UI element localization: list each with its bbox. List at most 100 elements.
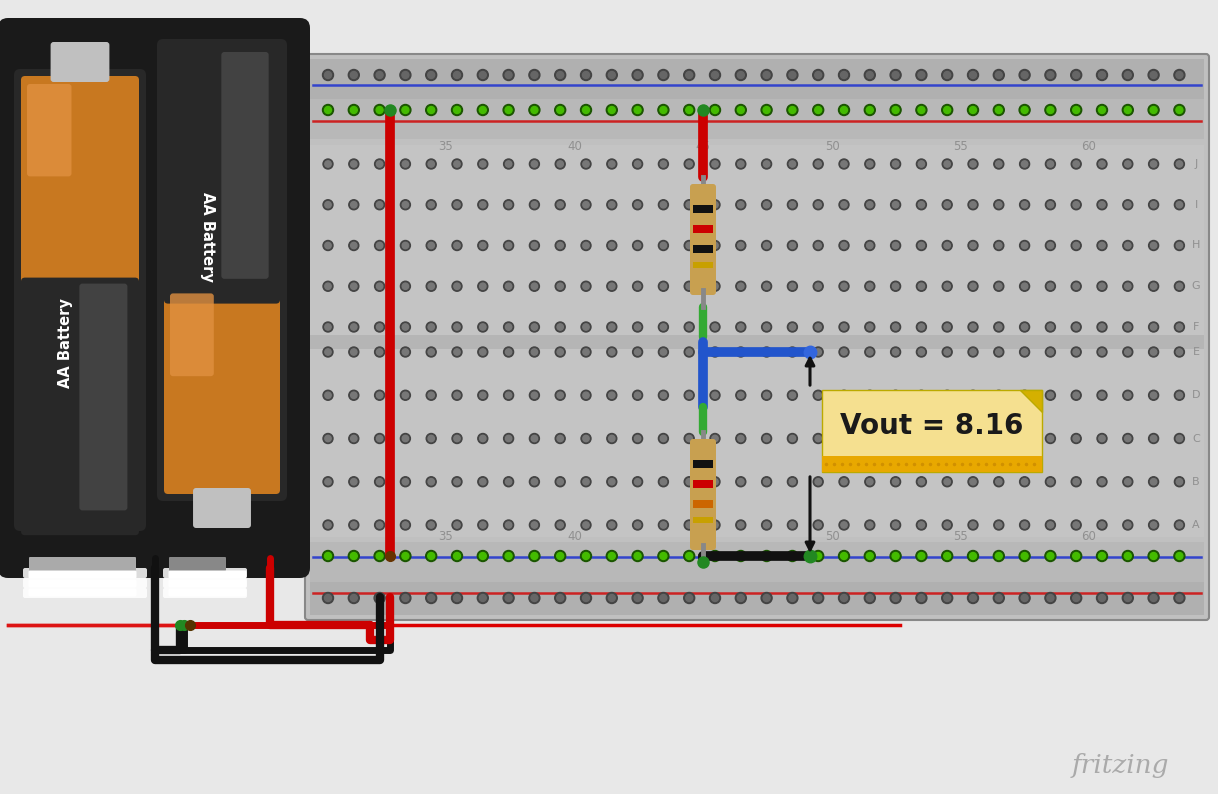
Circle shape [454, 392, 460, 399]
Circle shape [994, 390, 1004, 400]
Circle shape [892, 106, 899, 114]
Circle shape [529, 592, 540, 603]
Circle shape [840, 392, 848, 399]
Circle shape [582, 553, 590, 560]
Bar [693, 245, 713, 253]
Circle shape [1096, 592, 1107, 603]
Circle shape [893, 349, 899, 355]
Circle shape [787, 347, 798, 357]
Circle shape [866, 71, 873, 79]
Circle shape [1073, 553, 1079, 560]
Circle shape [426, 200, 436, 210]
Circle shape [970, 283, 976, 290]
Circle shape [348, 347, 359, 357]
Circle shape [1149, 322, 1158, 332]
Circle shape [1071, 550, 1082, 561]
Circle shape [970, 392, 976, 399]
Circle shape [761, 70, 772, 80]
Circle shape [452, 520, 462, 530]
Circle shape [968, 434, 978, 444]
Circle shape [477, 592, 488, 603]
Circle shape [608, 71, 615, 79]
Circle shape [632, 200, 643, 210]
Circle shape [815, 283, 821, 290]
Circle shape [789, 71, 795, 79]
Circle shape [944, 479, 950, 485]
Circle shape [635, 479, 641, 485]
Circle shape [477, 520, 487, 530]
Circle shape [428, 202, 435, 208]
Circle shape [839, 241, 849, 250]
Circle shape [453, 71, 460, 79]
FancyBboxPatch shape [192, 488, 251, 528]
Circle shape [710, 550, 721, 561]
Circle shape [1045, 70, 1056, 80]
Circle shape [660, 242, 666, 249]
Circle shape [1174, 476, 1184, 487]
Circle shape [1174, 241, 1184, 250]
Circle shape [916, 200, 927, 210]
Circle shape [607, 434, 616, 444]
Circle shape [1122, 70, 1133, 80]
Circle shape [711, 349, 719, 355]
Circle shape [1150, 106, 1157, 114]
Circle shape [944, 324, 950, 330]
Circle shape [761, 550, 772, 561]
Circle shape [815, 435, 821, 441]
Circle shape [970, 71, 977, 79]
Circle shape [1149, 70, 1160, 80]
Circle shape [685, 281, 694, 291]
Circle shape [916, 550, 927, 561]
Circle shape [968, 322, 978, 332]
Circle shape [376, 242, 382, 249]
Circle shape [890, 281, 900, 291]
Circle shape [454, 349, 460, 355]
FancyBboxPatch shape [28, 571, 136, 579]
Circle shape [1099, 595, 1106, 602]
Text: D: D [1191, 390, 1200, 400]
Circle shape [866, 479, 873, 485]
Circle shape [660, 202, 666, 208]
Circle shape [1045, 200, 1056, 210]
FancyBboxPatch shape [28, 588, 136, 596]
Circle shape [840, 283, 848, 290]
Circle shape [840, 553, 848, 560]
Circle shape [1047, 71, 1054, 79]
Circle shape [402, 283, 408, 290]
Circle shape [348, 241, 359, 250]
Circle shape [815, 202, 821, 208]
Circle shape [918, 242, 924, 249]
Circle shape [555, 322, 565, 332]
Circle shape [323, 434, 333, 444]
Circle shape [1047, 595, 1054, 602]
Circle shape [1123, 159, 1133, 169]
Circle shape [916, 476, 927, 487]
Circle shape [426, 347, 436, 357]
Circle shape [685, 347, 694, 357]
Circle shape [557, 324, 564, 330]
Circle shape [1022, 242, 1028, 249]
Circle shape [1071, 476, 1082, 487]
Circle shape [1099, 522, 1105, 528]
Circle shape [1149, 200, 1158, 210]
Circle shape [505, 324, 512, 330]
Circle shape [428, 392, 435, 399]
Circle shape [736, 520, 745, 530]
Circle shape [737, 71, 744, 79]
Circle shape [1019, 434, 1029, 444]
Circle shape [995, 202, 1002, 208]
Bar [693, 517, 713, 523]
Circle shape [635, 71, 641, 79]
Circle shape [840, 595, 848, 602]
Circle shape [892, 553, 899, 560]
Circle shape [555, 520, 565, 530]
Circle shape [660, 71, 667, 79]
Circle shape [995, 161, 1002, 168]
Circle shape [323, 200, 333, 210]
Circle shape [711, 242, 719, 249]
Circle shape [918, 522, 924, 528]
Circle shape [839, 520, 849, 530]
Circle shape [557, 392, 564, 399]
Circle shape [505, 71, 512, 79]
Circle shape [609, 479, 615, 485]
